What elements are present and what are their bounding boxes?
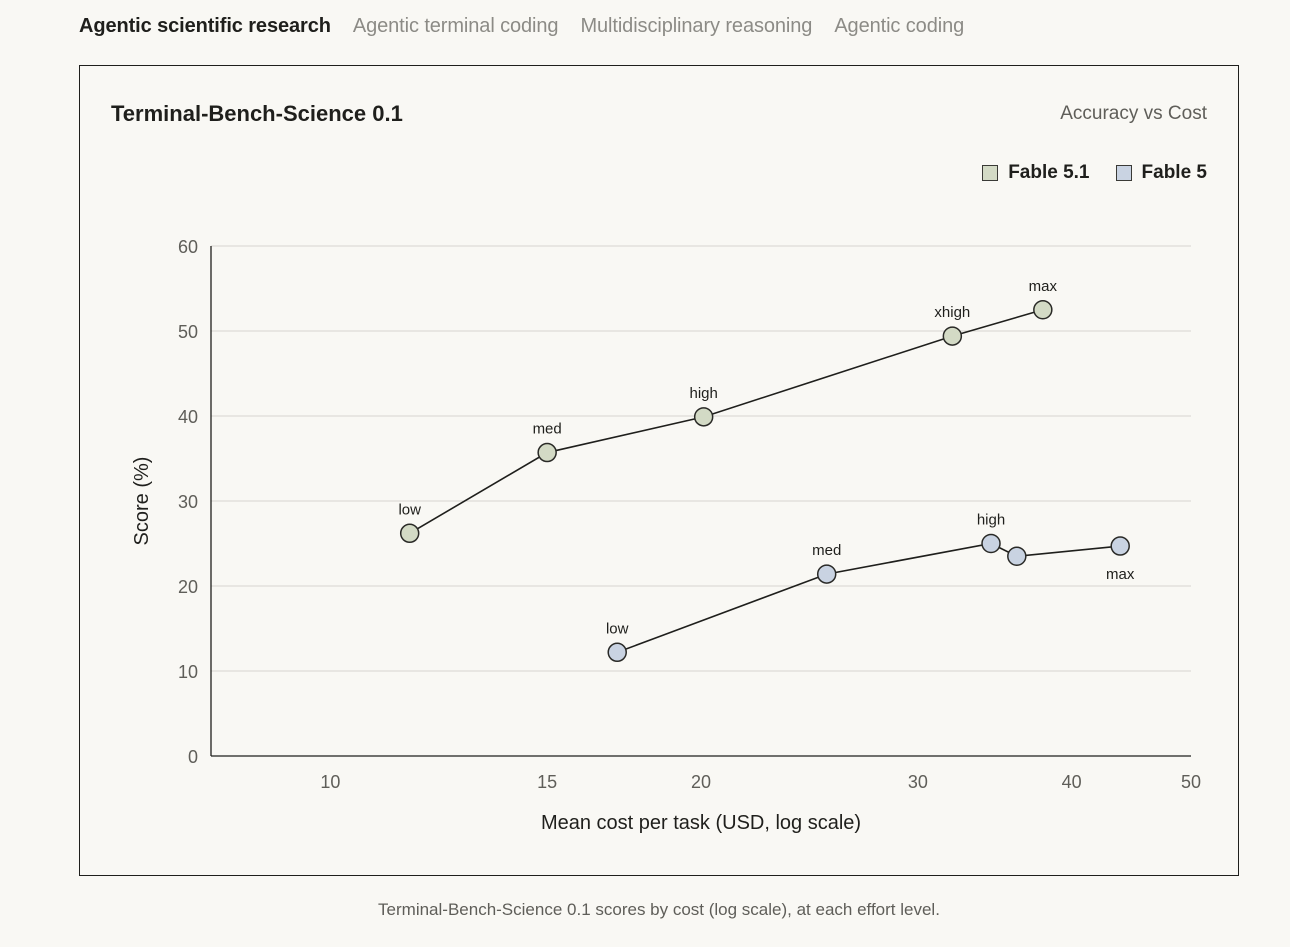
point-fable-5-1-max <box>1033 300 1053 320</box>
y-tick-label-20: 20 <box>178 577 198 597</box>
point-label-fable-5-1-xhigh: xhigh <box>934 304 970 321</box>
legend: Fable 5.1 Fable 5 <box>982 162 1207 184</box>
legend-item-fable-5-1[interactable]: Fable 5.1 <box>982 162 1090 184</box>
x-tick-label-20: 20 <box>691 772 711 792</box>
point-label-fable-5-high: high <box>977 512 1005 529</box>
legend-label-fable-5-1: Fable 5.1 <box>1008 162 1090 183</box>
legend-swatch-fable-5-1 <box>982 165 999 181</box>
point-label-fable-5-1-high: high <box>689 385 717 402</box>
y-tick-label-40: 40 <box>178 407 198 427</box>
y-tick-label-50: 50 <box>178 322 198 342</box>
chart-title: Terminal-Bench-Science 0.1 <box>111 101 403 126</box>
x-tick-label-10: 10 <box>320 772 340 792</box>
y-tick-label-10: 10 <box>178 662 198 682</box>
point-fable-5-pt3 <box>1007 546 1027 566</box>
y-axis-label: Score (%) <box>131 457 153 546</box>
tab-agentic-scientific-research[interactable]: Agentic scientific research <box>79 15 331 37</box>
chart-subtitle: Accuracy vs Cost <box>1060 103 1207 124</box>
y-tick-label-0: 0 <box>188 747 198 767</box>
point-label-fable-5-max: max <box>1106 566 1135 583</box>
y-tick-label-30: 30 <box>178 492 198 512</box>
point-fable-5-med <box>816 564 837 584</box>
x-tick-label-30: 30 <box>908 772 928 792</box>
tab-agentic-coding[interactable]: Agentic coding <box>834 15 965 37</box>
x-tick-label-15: 15 <box>537 772 557 792</box>
x-tick-label-40: 40 <box>1062 772 1082 792</box>
tab-multidisciplinary-reasoning[interactable]: Multidisciplinary reasoning <box>580 15 813 37</box>
legend-swatch-fable-5 <box>1115 165 1132 181</box>
point-label-fable-5-med: med <box>812 542 841 559</box>
x-axis-label: Mean cost per task (USD, log scale) <box>541 812 861 834</box>
chart-frame <box>79 65 1239 876</box>
point-fable-5-1-low <box>399 523 420 544</box>
chart-caption: Terminal-Bench-Science 0.1 scores by cos… <box>378 900 940 919</box>
point-label-fable-5-low: low <box>606 620 629 637</box>
point-fable-5-low <box>607 642 627 663</box>
point-label-fable-5-1-max: max <box>1029 278 1058 295</box>
tab-agentic-terminal-coding[interactable]: Agentic terminal coding <box>352 15 559 37</box>
point-fable-5-1-med <box>537 442 557 463</box>
point-fable-5-1-high <box>693 407 714 427</box>
series-line-fable-5 <box>616 542 1121 654</box>
x-tick-label-50: 50 <box>1181 772 1201 792</box>
point-fable-5-max <box>1110 536 1130 556</box>
benchmark-tabs: Agentic scientific research Agentic termi… <box>79 15 964 38</box>
legend-item-fable-5[interactable]: Fable 5 <box>1115 162 1207 184</box>
point-fable-5-high <box>981 533 1001 554</box>
y-tick-label-60: 60 <box>178 237 198 257</box>
point-label-fable-5-1-low: low <box>398 501 421 518</box>
legend-label-fable-5: Fable 5 <box>1141 162 1207 183</box>
point-label-fable-5-1-med: med <box>533 421 562 438</box>
point-fable-5-1-xhigh <box>942 326 963 346</box>
